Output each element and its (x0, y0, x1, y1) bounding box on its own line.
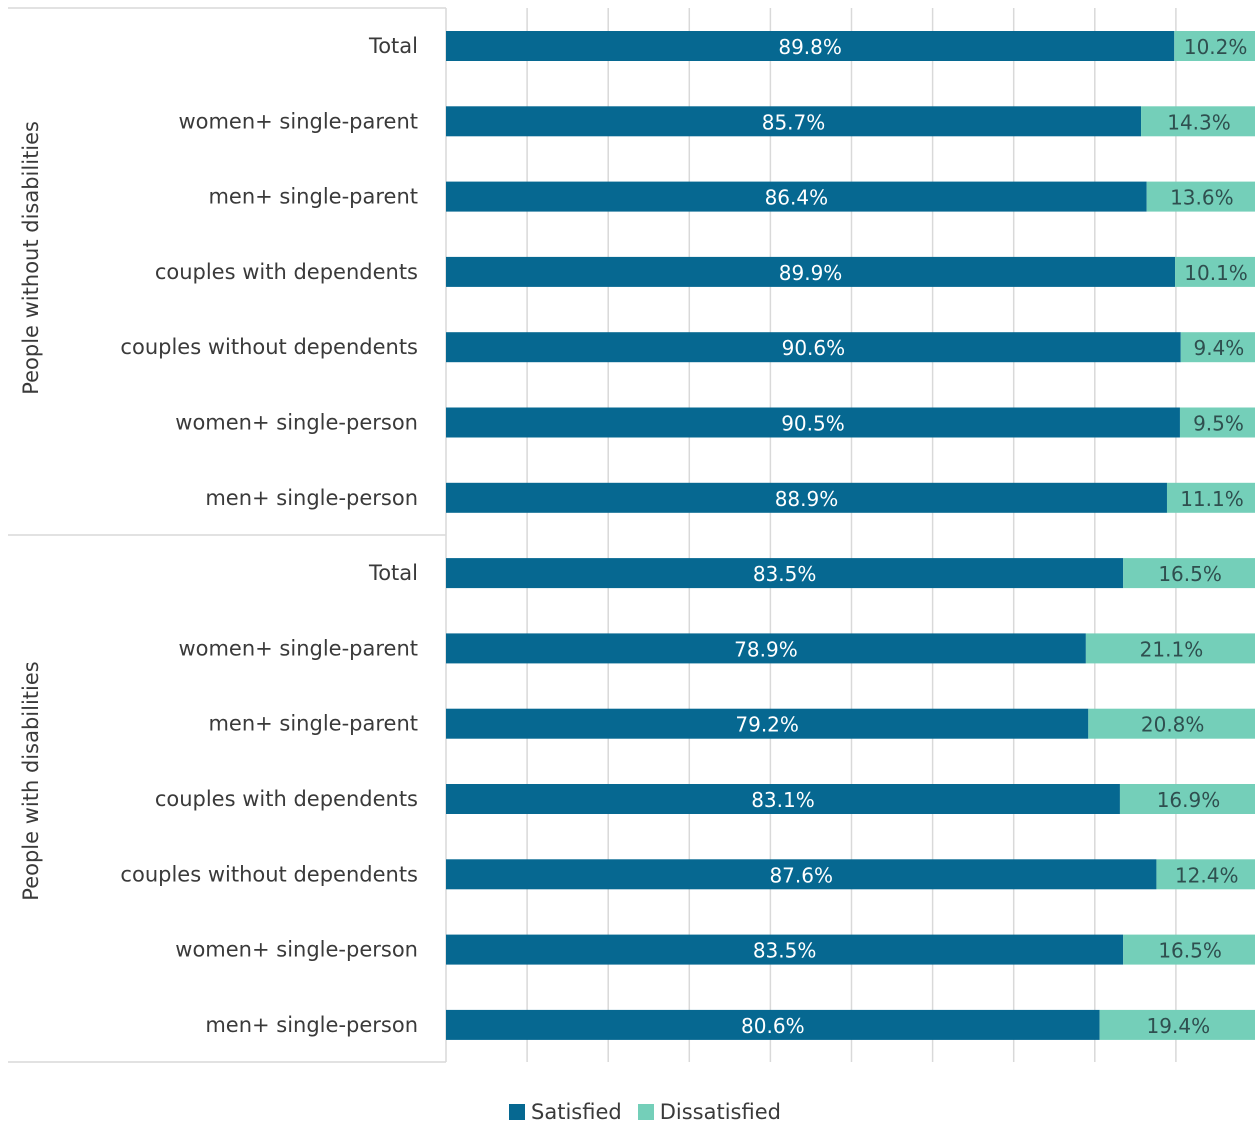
data-label-dissatisfied: 12.4% (1175, 863, 1239, 887)
category-label: women+ single-person (175, 938, 418, 962)
legend-swatch-satisfied (509, 1104, 525, 1120)
category-label: couples with dependents (155, 787, 418, 811)
data-label-satisfied: 89.8% (778, 35, 842, 59)
data-label-satisfied: 88.9% (775, 487, 839, 511)
category-label: men+ single-parent (208, 712, 418, 736)
data-label-dissatisfied: 9.5% (1193, 412, 1244, 436)
data-label-satisfied: 85.7% (762, 110, 826, 134)
category-label: women+ single-person (175, 411, 418, 435)
category-label: women+ single-parent (178, 636, 418, 660)
category-label: Total (368, 561, 418, 585)
stacked-bar-chart: Total 89.8% 10.2% women+ single-parent 85.7%… (0, 0, 1255, 1090)
data-label-satisfied: 83.1% (751, 788, 815, 812)
legend-label-dissatisfied: Dissatisfied (660, 1100, 781, 1124)
data-label-dissatisfied: 14.3% (1167, 110, 1231, 134)
data-label-satisfied: 80.6% (741, 1014, 805, 1038)
group-label: People without disabilities (19, 121, 43, 395)
data-label-satisfied: 83.5% (753, 939, 817, 963)
legend-item-satisfied: Satisfied (509, 1100, 622, 1124)
category-label: women+ single-parent (178, 109, 418, 133)
data-label-dissatisfied: 10.1% (1184, 261, 1248, 285)
legend-swatch-dissatisfied (638, 1104, 654, 1120)
data-label-satisfied: 90.5% (781, 412, 845, 436)
data-label-satisfied: 79.2% (735, 713, 799, 737)
data-label-dissatisfied: 10.2% (1184, 35, 1248, 59)
category-label: couples without dependents (120, 862, 418, 886)
category-label: couples without dependents (120, 335, 418, 359)
legend-item-dissatisfied: Dissatisfied (638, 1100, 781, 1124)
data-label-dissatisfied: 21.1% (1140, 637, 1204, 661)
legend-label-satisfied: Satisfied (531, 1100, 622, 1124)
data-label-dissatisfied: 9.4% (1193, 336, 1244, 360)
data-label-dissatisfied: 16.9% (1157, 788, 1221, 812)
category-label: couples with dependents (155, 260, 418, 284)
data-label-dissatisfied: 16.5% (1158, 939, 1222, 963)
data-label-satisfied: 83.5% (753, 562, 817, 586)
category-label: men+ single-person (205, 486, 418, 510)
data-label-satisfied: 89.9% (779, 261, 843, 285)
data-label-dissatisfied: 16.5% (1158, 562, 1222, 586)
data-label-dissatisfied: 11.1% (1180, 487, 1244, 511)
category-label: men+ single-person (205, 1013, 418, 1037)
category-label: men+ single-parent (208, 185, 418, 209)
data-label-satisfied: 87.6% (769, 863, 833, 887)
category-label: Total (368, 34, 418, 58)
data-label-satisfied: 90.6% (782, 336, 846, 360)
group-label: People with disabilities (19, 661, 43, 900)
data-label-satisfied: 86.4% (765, 186, 829, 210)
data-label-satisfied: 78.9% (734, 637, 798, 661)
data-label-dissatisfied: 20.8% (1141, 713, 1205, 737)
data-label-dissatisfied: 19.4% (1147, 1014, 1211, 1038)
data-label-dissatisfied: 13.6% (1170, 186, 1234, 210)
